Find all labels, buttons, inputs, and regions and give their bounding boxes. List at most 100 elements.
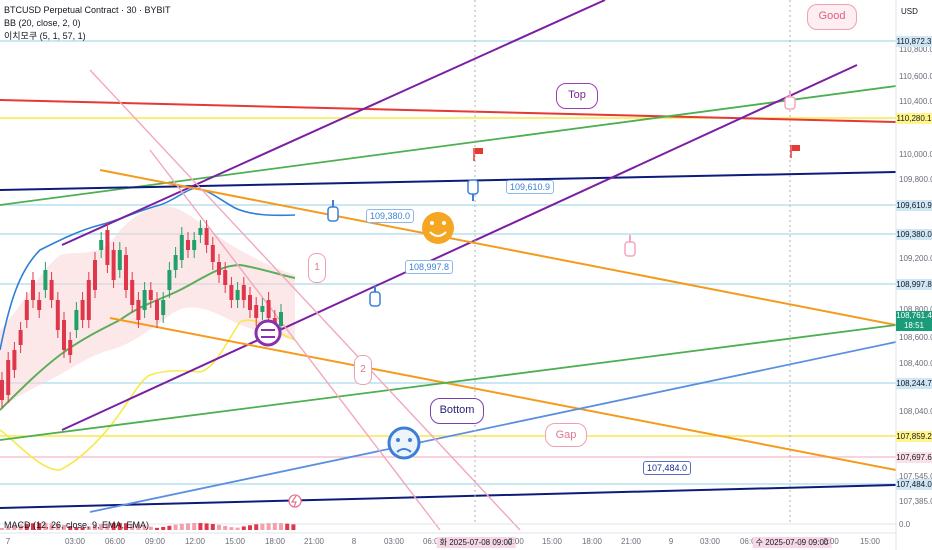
candle-body [136, 300, 141, 320]
candle-body [43, 270, 48, 290]
x-tick: 15:00 [541, 537, 563, 546]
good-label-bubble[interactable]: Good [807, 4, 857, 30]
last-price-value: 108,761.4 [896, 311, 932, 320]
candle-body [235, 290, 240, 300]
macd-bar [167, 525, 172, 530]
macd-bar [111, 523, 116, 530]
smile-face-icon[interactable] [422, 212, 454, 244]
gap-label-bubble[interactable]: Gap [545, 423, 587, 447]
y-tick: 109,200.0 [899, 254, 932, 263]
macd-bar [37, 523, 42, 530]
candle-body [161, 300, 166, 315]
x-tick: 12:00 [184, 537, 206, 546]
candle-body [204, 228, 209, 245]
macd-bar [117, 523, 122, 530]
candle-body [198, 228, 203, 235]
macd-bar [279, 523, 283, 530]
bb-fill [0, 206, 295, 410]
macd-bar [272, 523, 277, 530]
hand-pointer-icon[interactable] [467, 179, 479, 201]
macd-bar [74, 527, 79, 530]
candle-body [31, 280, 35, 300]
price-tag[interactable]: 109,610.9 [896, 200, 932, 211]
orange-trendline-lower [109, 317, 897, 471]
bb-legend[interactable]: BB (20, close, 2, 0) [4, 18, 81, 28]
macd-bar [217, 524, 221, 530]
macd-bar [241, 526, 246, 530]
macd-bar [24, 523, 29, 530]
symbol-legend[interactable]: BTCUSD Perpetual Contract · 30 · BYBIT [4, 5, 171, 15]
x-tick: 9 [668, 537, 674, 546]
macd-bar [161, 526, 166, 530]
candle-body [6, 360, 11, 395]
x-tick: 03:00 [699, 537, 721, 546]
red-trendline [0, 99, 897, 123]
candle-body [210, 245, 215, 262]
candle-body [186, 240, 190, 250]
x-tick: 03:00 [383, 537, 405, 546]
macd-bar [266, 523, 271, 530]
x-tick: 2:00 [823, 537, 839, 546]
price-tag[interactable]: 108,997.8 [896, 279, 932, 290]
hand-pointer-icon[interactable] [784, 91, 796, 110]
price-tag[interactable]: 107,697.6 [896, 452, 932, 463]
price-tag[interactable]: 110,872.3 [896, 36, 932, 47]
macd-bar [130, 523, 135, 530]
y-tick: 108,400.0 [899, 359, 932, 368]
y-tick: 107,385.0 [899, 497, 932, 506]
bottom-label-bubble[interactable]: Bottom [430, 398, 484, 424]
candle-body [248, 295, 252, 310]
price-callout[interactable]: 108,997.8 [405, 260, 454, 274]
hand-pointer-icon[interactable] [327, 200, 339, 222]
macd-bar [31, 523, 35, 530]
wave-label-1[interactable]: 1 [308, 253, 326, 283]
y-tick: 107,545.0 [899, 472, 932, 481]
top-label-bubble[interactable]: Top [556, 83, 598, 109]
flag-icon[interactable] [473, 148, 483, 161]
price-tag[interactable]: 110,280.1 [896, 113, 932, 124]
price-tag[interactable]: 109,380.0 [896, 229, 932, 240]
candle-body [229, 285, 234, 300]
x-tick: 8 [351, 537, 357, 546]
candle-body [130, 280, 135, 305]
candle-body [266, 300, 271, 318]
macd-bar [260, 523, 265, 530]
price-tag[interactable]: 107,484.0 [896, 479, 932, 490]
price-callout[interactable]: 107,484.0 [643, 461, 692, 475]
macd-bar [12, 525, 17, 530]
x-tick: 7 [5, 537, 11, 546]
price-callout[interactable]: 109,380.0 [366, 209, 415, 223]
lightning-icon[interactable] [288, 494, 302, 508]
macd-bar [124, 523, 128, 530]
hand-pointer-icon[interactable] [624, 235, 636, 257]
purple-channel-lower [61, 64, 858, 431]
candle-body [68, 340, 73, 355]
neutral-face-icon[interactable] [254, 319, 282, 347]
x-tick: 06:00 [104, 537, 126, 546]
axis-currency-label[interactable]: USD [901, 7, 918, 16]
price-tag[interactable]: 108,244.7 [896, 378, 932, 389]
macd-bar [80, 527, 85, 530]
price-tag[interactable]: 107,859.2 [896, 431, 932, 442]
macd-bar [248, 525, 252, 530]
flag-icon[interactable] [790, 145, 800, 158]
macd-bar [229, 527, 234, 530]
macd-bar [18, 524, 23, 530]
hand-pointer-icon[interactable] [369, 285, 381, 307]
navy-trendline-lower [0, 484, 897, 509]
ichimoku-legend[interactable]: 이치모쿠 (5, 1, 57, 1) [4, 31, 86, 41]
last-price-tag[interactable]: 108,761.4 18:51 [896, 311, 932, 331]
price-callout[interactable]: 109,610.9 [506, 180, 555, 194]
y-tick: 110,600.0 [899, 72, 932, 81]
candle-body [55, 300, 60, 330]
wave-label-2[interactable]: 2 [354, 355, 372, 385]
macd-legend[interactable]: MACD (12, 26, close, 9, EMA, EMA) [4, 520, 150, 530]
x-tick-highlight: 수 2025-07-09 09:00 [752, 537, 832, 548]
candle-body [260, 306, 265, 312]
candle-body [86, 280, 91, 320]
macd-bar [235, 527, 240, 530]
sad-face-icon[interactable] [387, 426, 421, 460]
navy-trendline-upper [0, 171, 897, 191]
